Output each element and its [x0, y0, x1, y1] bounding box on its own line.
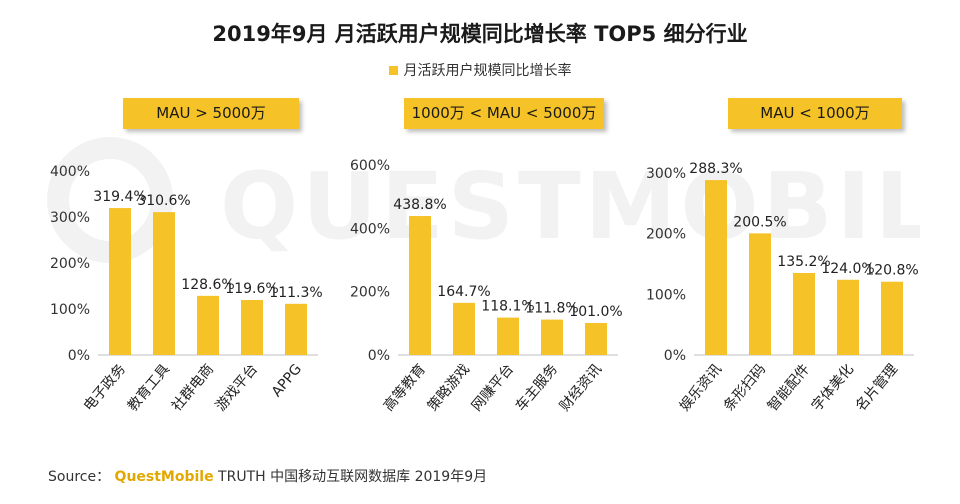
- x-tick-label: 名片管理: [853, 361, 901, 414]
- data-label: 135.2%: [777, 254, 830, 270]
- panel-label-small: MAU < 1000万: [728, 98, 902, 129]
- charts-canvas: 0%100%200%300%400%319.4%电子政务310.6%教育工具12…: [50, 158, 919, 415]
- data-label: 438.8%: [393, 197, 446, 213]
- y-tick-label: 300%: [50, 210, 90, 226]
- data-label: 120.8%: [865, 263, 918, 279]
- bar: [881, 281, 903, 355]
- y-tick-label: 600%: [350, 158, 390, 174]
- x-tick-label: 条形扫码: [720, 361, 769, 415]
- y-tick-label: 200%: [350, 285, 390, 301]
- bar: [109, 208, 131, 355]
- bar: [585, 323, 607, 355]
- y-tick-label: 0%: [664, 348, 686, 364]
- x-tick-label: APPG: [269, 361, 305, 400]
- bar: [705, 180, 727, 355]
- data-label: 319.4%: [93, 189, 146, 205]
- y-tick-label: 200%: [50, 256, 90, 272]
- bar: [285, 303, 307, 355]
- panel-label-large: MAU > 5000万: [123, 98, 299, 129]
- y-tick-label: 100%: [646, 287, 686, 303]
- x-tick-label: 高等教育: [380, 361, 429, 415]
- data-label: 101.0%: [569, 304, 622, 320]
- bar: [409, 216, 431, 355]
- y-tick-label: 100%: [50, 302, 90, 318]
- x-tick-label: 电子政务: [81, 361, 129, 414]
- data-label: 288.3%: [689, 161, 742, 177]
- data-label: 119.6%: [225, 281, 278, 297]
- chart-title: 2019年9月 月活跃用户规模同比增长率 TOP5 细分行业: [212, 22, 748, 46]
- bar: [241, 299, 263, 355]
- bar: [793, 272, 815, 355]
- panel-label-medium: 1000万 < MAU < 5000万: [404, 98, 604, 129]
- bar: [497, 317, 519, 355]
- x-tick-label: 字体美化: [809, 361, 857, 414]
- legend: 月活跃用户规模同比增长率: [0, 60, 960, 80]
- bar: [749, 233, 771, 355]
- bar: [197, 295, 219, 355]
- source-rest: TRUTH 中国移动互联网数据库 2019年9月: [213, 469, 488, 485]
- y-tick-label: 0%: [368, 348, 390, 364]
- data-label: 128.6%: [181, 277, 234, 293]
- legend-label: 月活跃用户规模同比增长率: [403, 63, 572, 79]
- y-tick-label: 0%: [68, 348, 90, 364]
- x-tick-label: 游戏平台: [213, 361, 261, 414]
- y-tick-label: 300%: [646, 166, 686, 182]
- source-note: Source： QuestMobile TRUTH 中国移动互联网数据库 201…: [48, 466, 487, 486]
- x-tick-label: 社群电商: [169, 361, 217, 414]
- bar: [541, 319, 563, 355]
- legend-swatch: [388, 65, 398, 75]
- data-label: 118.1%: [481, 299, 534, 315]
- x-tick-label: 策略游戏: [424, 361, 473, 415]
- y-tick-label: 200%: [646, 227, 686, 243]
- source-prefix: Source：: [48, 469, 111, 485]
- x-tick-label: 教育工具: [125, 361, 173, 414]
- data-label: 124.0%: [821, 261, 874, 277]
- x-tick-label: 车主服务: [512, 361, 561, 415]
- data-label: 310.6%: [137, 193, 190, 209]
- y-tick-label: 400%: [350, 221, 390, 237]
- x-tick-label: 智能配件: [765, 361, 813, 414]
- bar: [453, 302, 475, 355]
- data-label: 111.8%: [525, 301, 578, 317]
- bar: [153, 212, 175, 355]
- x-tick-label: 网赚平台: [469, 361, 517, 414]
- bar: [837, 279, 859, 355]
- x-tick-label: 娱乐资讯: [677, 361, 725, 414]
- x-tick-label: 财经资讯: [557, 361, 605, 414]
- y-tick-label: 400%: [50, 164, 90, 180]
- source-brand: QuestMobile: [114, 469, 214, 485]
- data-label: 164.7%: [437, 284, 490, 300]
- data-label: 200.5%: [733, 214, 786, 230]
- data-label: 111.3%: [269, 285, 322, 301]
